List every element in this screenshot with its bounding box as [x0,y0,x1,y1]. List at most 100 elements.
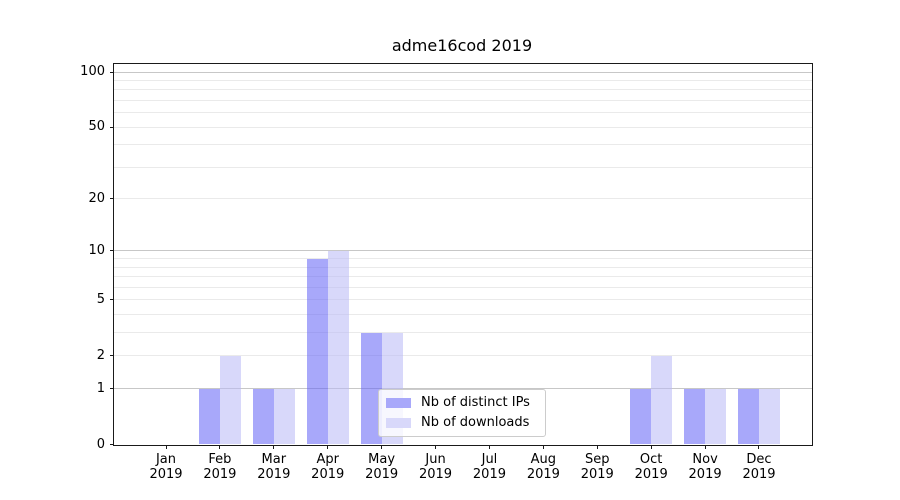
x-tick-mark [758,445,760,449]
gridline-minor [114,99,812,101]
x-tick-month: Sep [585,452,610,467]
x-tick-year: 2019 [742,467,776,482]
x-tick-label-dec: Dec 2019 [732,452,786,482]
gridline-major [114,388,812,390]
x-tick-mark [488,445,490,449]
plot-area: 0 1 2 5 10 20 50 100 Jan 2019 Feb 2019 Mar 2019 Apr 201… [80,63,813,482]
x-tick-year: 2019 [688,467,722,482]
x-tick-year: 2019 [634,467,668,482]
x-tick-year: 2019 [203,467,237,482]
y-tick-mark [110,355,114,357]
x-tick-label-feb: Feb 2019 [193,452,247,482]
legend-label: Nb of downloads [421,415,530,430]
x-tick-label-jun: Jun 2019 [409,452,463,482]
gridline-minor [114,355,812,357]
x-tick-label-oct: Oct 2019 [624,452,678,482]
x-tick-month: Dec [746,452,772,467]
x-tick-month: Oct [639,452,663,467]
bar-downloads-dec [758,388,780,445]
legend-swatch-downloads [386,418,411,428]
x-tick-year: 2019 [526,467,560,482]
gridline-minor [114,276,812,278]
x-tick-mark [219,445,221,449]
gridline-minor [114,166,812,168]
x-tick-month: Aug [530,452,557,467]
gridline-minor [114,286,812,288]
bar-distinct-ips-dec [737,388,759,445]
bar-downloads-mar [273,388,295,445]
x-tick-month: Jul [481,452,498,467]
x-tick-mark [542,445,544,449]
x-tick-year: 2019 [472,467,506,482]
legend: Nb of distinct IPs Nb of downloads [378,389,546,437]
bar-downloads-feb [219,355,241,445]
x-tick-label-sep: Sep 2019 [570,452,624,482]
x-tick-mark [327,445,329,449]
y-tick-label: 100 [80,64,105,79]
x-tick-mark [596,445,598,449]
x-tick-year: 2019 [311,467,345,482]
x-tick-mark [704,445,706,449]
bar-distinct-ips-may [360,332,382,445]
x-tick-label-jul: Jul 2019 [462,452,516,482]
bar-downloads-nov [705,388,727,445]
gridline-minor [114,79,812,81]
legend-item: Nb of downloads [386,415,537,431]
gridline-minor [114,126,812,128]
x-tick-label-aug: Aug 2019 [516,452,570,482]
y-tick-label: 0 [96,436,105,452]
x-tick-month: Apr [316,452,339,467]
legend-label: Nb of distinct IPs [421,395,530,410]
gridline-minor [114,144,812,146]
gridline-minor [114,112,812,114]
y-tick-mark [110,71,114,73]
gridline-major [114,71,812,73]
bar-distinct-ips-nov [684,388,706,445]
bar-distinct-ips-apr [306,258,328,445]
x-tick-month: Jan [155,452,177,467]
x-tick-month: Jun [425,452,446,467]
y-tick-mark [110,198,114,200]
gridline-minor [114,198,812,200]
gridline-minor [114,299,812,301]
y-tick-label: 10 [88,242,105,258]
x-tick-mark [273,445,275,449]
x-tick-mark [435,445,437,449]
bar-distinct-ips-feb [198,388,220,445]
gridline-minor [114,314,812,316]
x-tick-label-jan: Jan 2019 [139,452,193,482]
gridline-minor [114,89,812,91]
y-tick-label: 20 [88,190,105,206]
bar-downloads-oct [651,355,673,445]
x-tick-month: Feb [208,452,232,467]
chart-title: adme16cod 2019 [391,36,533,55]
x-tick-label-nov: Nov 2019 [678,452,732,482]
bar-distinct-ips-mar [252,388,274,445]
x-tick-year: 2019 [365,467,399,482]
y-tick-label: 5 [96,291,105,307]
gridline-major [114,250,812,252]
x-tick-year: 2019 [580,467,614,482]
x-tick-label-may: May 2019 [355,452,409,482]
x-tick-month: Mar [261,452,287,467]
y-tick-mark [110,444,114,445]
bar-downloads-apr [327,250,349,445]
y-tick-label: 50 [88,119,105,135]
y-tick-label: 1 [96,380,105,396]
x-tick-label-mar: Mar 2019 [247,452,301,482]
y-tick-mark [110,299,114,301]
x-tick-year: 2019 [418,467,453,482]
y-tick-mark [110,126,114,128]
legend-item: Nb of distinct IPs [386,395,537,411]
legend-swatch-distinct-ips [386,398,411,408]
bar-distinct-ips-oct [630,388,652,445]
x-tick-mark [165,445,167,449]
x-tick-mark [381,445,383,449]
gridline-minor [114,258,812,260]
x-tick-year: 2019 [149,467,183,482]
gridline-minor [114,332,812,334]
x-tick-month: Nov [692,452,718,467]
y-tick-mark [110,250,114,252]
x-tick-month: May [368,452,396,467]
